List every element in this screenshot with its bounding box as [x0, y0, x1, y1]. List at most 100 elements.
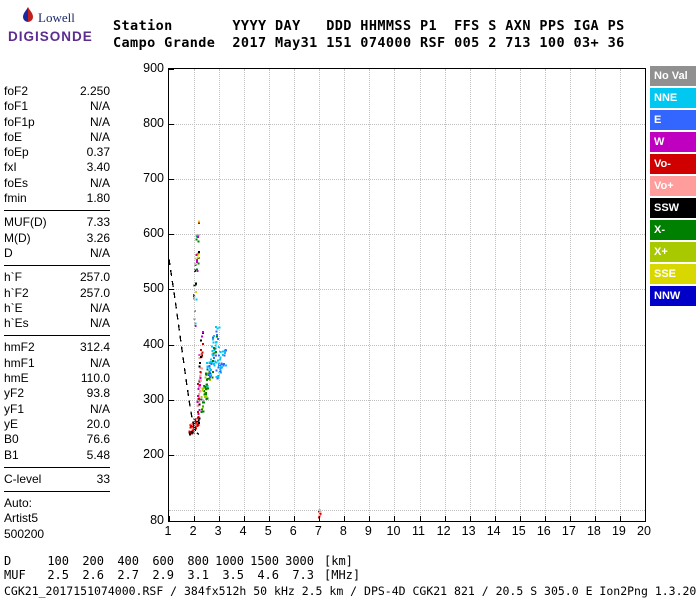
x-tick: [419, 516, 421, 521]
echo-point: [200, 411, 203, 414]
legend-item-ssw: SSW: [650, 198, 696, 218]
echo-point: [211, 338, 214, 341]
echo-point: [197, 388, 200, 390]
echo-point: [195, 298, 198, 301]
grid-line: [169, 509, 645, 511]
param-value: N/A: [89, 300, 110, 315]
x-tick-label: 18: [586, 524, 601, 538]
param-label: hmF2: [4, 340, 35, 355]
param-row: foE N/A: [4, 130, 110, 145]
x-tick: [444, 516, 446, 521]
echo-point: [205, 392, 208, 395]
echo-point: [206, 367, 209, 369]
param-label: foEs: [4, 175, 29, 190]
param-row: foF1 N/A: [4, 99, 110, 114]
echo-point: [209, 372, 212, 375]
param-label: M(D): [4, 230, 31, 245]
echo-point: [213, 348, 216, 351]
echo-point: [200, 356, 203, 359]
param-row: 500200: [4, 527, 110, 542]
echo-point: [215, 351, 218, 354]
echo-point: [211, 354, 214, 357]
param-label: yF1: [4, 401, 25, 416]
x-tick: [569, 516, 571, 521]
echo-point: [201, 387, 204, 390]
param-row: foF1p N/A: [4, 115, 110, 130]
echo-point: [194, 322, 197, 325]
x-tick: [394, 516, 396, 521]
echo-point: [198, 379, 201, 381]
x-tick-label: 6: [289, 524, 297, 538]
legend-item-w: W: [650, 132, 696, 152]
x-tick: [344, 516, 346, 521]
x-tick-label: 3: [214, 524, 222, 538]
param-row: yF1 N/A: [4, 402, 110, 417]
param-value: N/A: [89, 99, 110, 114]
grid-line: [544, 69, 546, 521]
echo-point: [206, 368, 209, 371]
echo-point: [224, 350, 226, 353]
echo-point: [208, 370, 211, 373]
echo-point: [197, 262, 200, 265]
param-value: N/A: [89, 245, 110, 260]
x-tick: [319, 516, 321, 521]
echo-point: [205, 396, 208, 398]
header-line-values: Campo Grande 2017 May31 151 074000 RSF 0…: [113, 35, 625, 51]
param-row: h`Es N/A: [4, 316, 110, 331]
echo-point: [210, 360, 212, 363]
echo-point: [196, 394, 199, 397]
y-tick-label: 80: [150, 513, 164, 527]
echo-point: [200, 353, 203, 356]
echo-point: [197, 251, 200, 254]
x-tick: [594, 516, 596, 521]
echo-point: [198, 384, 201, 387]
grid-line: [244, 69, 246, 521]
echo-point: [216, 336, 219, 339]
grid-line: [594, 69, 596, 521]
x-tick-label: 17: [561, 524, 576, 538]
echo-point: [198, 392, 201, 395]
echo-point: [200, 349, 203, 352]
echo-point: [198, 397, 201, 400]
param-value: N/A: [89, 316, 110, 331]
param-value: 257.0: [79, 285, 110, 300]
muf-value: 400: [117, 554, 139, 568]
legend-item-noval: No Val: [650, 66, 696, 86]
param-label: h`Es: [4, 316, 29, 331]
echo-point: [204, 393, 207, 396]
echo-point: [216, 333, 218, 336]
echo-point: [217, 366, 220, 369]
echo-point: [211, 345, 214, 348]
legend-item-vo: Vo+: [650, 176, 696, 196]
echo-point: [194, 324, 197, 327]
echo-point: [192, 421, 195, 424]
x-tick-label: 8: [339, 524, 347, 538]
muf-table: D 100 200 400 600 800 1000 1500 3000 [km] MUF 2.5 2.…: [4, 554, 360, 582]
param-label: foEp: [4, 145, 29, 160]
echo-point: [199, 377, 202, 379]
param-value: 257.0: [79, 270, 110, 285]
echo-point: [212, 352, 215, 355]
echo-point: [220, 371, 223, 374]
param-row: hmE 110.0: [4, 371, 110, 386]
echo-point: [214, 360, 217, 363]
param-label: h`F: [4, 270, 22, 285]
echo-point: [195, 235, 198, 238]
echo-point: [196, 419, 199, 422]
param-value: 20.0: [86, 416, 110, 431]
muf-unit: [MHz]: [324, 568, 361, 582]
echo-point: [219, 364, 222, 367]
separator: [4, 265, 110, 267]
separator: [4, 210, 110, 212]
grid-line: [219, 69, 221, 521]
x-tick-label: 20: [637, 524, 651, 538]
x-tick-label: 1: [164, 524, 172, 538]
echo-point: [202, 410, 205, 413]
muf-row-label: MUF: [4, 568, 26, 582]
x-tick: [294, 516, 296, 521]
echo-point: [207, 373, 210, 376]
header: Station YYYY DAY DDD HHMMSS P1 FFS S AXN…: [113, 18, 625, 52]
x-tick-label: 19: [611, 524, 626, 538]
y-tick-label: 500: [143, 281, 164, 296]
echo-point: [201, 406, 204, 409]
